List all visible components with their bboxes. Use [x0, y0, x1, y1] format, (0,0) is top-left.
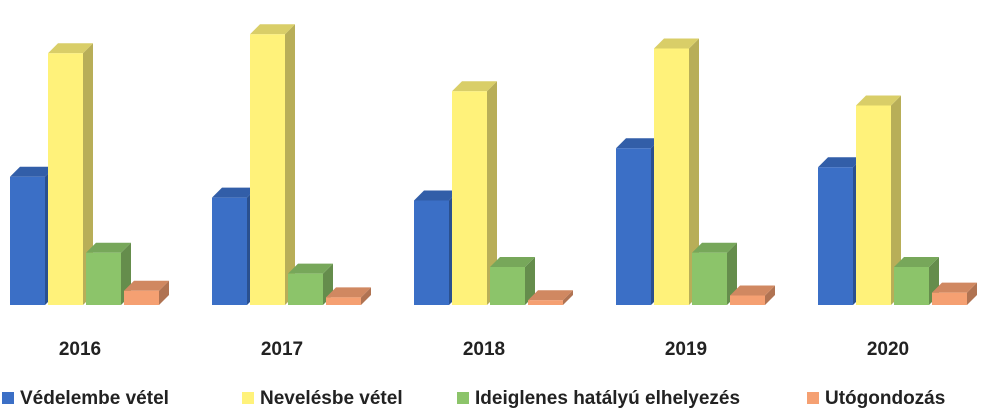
bar — [414, 200, 449, 305]
bar — [250, 34, 285, 305]
bar-side — [285, 24, 295, 305]
bar — [86, 252, 121, 305]
legend-swatch — [2, 392, 14, 404]
bar-top — [48, 43, 93, 54]
bar-side — [487, 81, 497, 305]
bar-top — [654, 38, 699, 49]
bar-top — [212, 187, 257, 198]
bar-top — [414, 190, 459, 201]
bar-top — [250, 24, 295, 35]
bar-side — [563, 290, 573, 305]
bar-side — [361, 287, 371, 305]
bar — [818, 167, 853, 305]
bar-side — [525, 257, 535, 305]
bar-top — [452, 81, 497, 92]
bar-side — [765, 285, 775, 305]
bar — [528, 300, 563, 305]
bar — [10, 176, 45, 305]
bar — [452, 91, 487, 305]
bar-top — [818, 157, 863, 168]
bar-top — [10, 166, 55, 177]
bar — [932, 292, 967, 305]
x-tick-label: 2019 — [665, 339, 707, 360]
bar — [212, 197, 247, 305]
x-tick-label: 2016 — [59, 339, 101, 360]
bar — [616, 148, 651, 305]
bar-top — [326, 287, 371, 298]
legend-label: Védelembe vétel — [20, 388, 169, 409]
bar-side — [159, 280, 169, 305]
bar — [692, 252, 727, 305]
bar-top — [856, 95, 901, 106]
legend-swatch — [242, 392, 254, 404]
bar — [730, 295, 765, 305]
bar-side — [727, 242, 737, 305]
bar — [894, 267, 929, 305]
bar — [490, 267, 525, 305]
bar-top — [730, 285, 775, 296]
bar — [326, 297, 361, 305]
bar-top — [528, 290, 573, 301]
bar — [654, 48, 689, 305]
legend-swatch — [457, 392, 469, 404]
bar — [856, 105, 891, 305]
legend-label: Ideiglenes hatályú elhelyezés — [475, 388, 740, 409]
x-tick-label: 2018 — [463, 339, 505, 360]
legend-label: Nevelésbe vétel — [260, 388, 403, 409]
x-tick-label: 2017 — [261, 339, 303, 360]
bar-side — [967, 282, 977, 305]
legend-swatch — [807, 392, 819, 404]
bar-side — [689, 38, 699, 305]
bar — [288, 273, 323, 305]
bar-top — [288, 263, 333, 274]
bar-top — [932, 282, 977, 293]
bar — [48, 53, 83, 305]
bar-top — [124, 280, 169, 291]
legend-label: Utógondozás — [825, 388, 945, 409]
bar-top — [894, 257, 939, 267]
x-tick-label: 2020 — [867, 339, 909, 360]
bar-top — [616, 138, 661, 149]
bar — [124, 290, 159, 305]
bar-top — [86, 242, 131, 253]
bar-side — [891, 95, 901, 305]
bar-top — [692, 242, 737, 253]
bar-top — [490, 257, 535, 267]
bar-side — [83, 43, 93, 305]
